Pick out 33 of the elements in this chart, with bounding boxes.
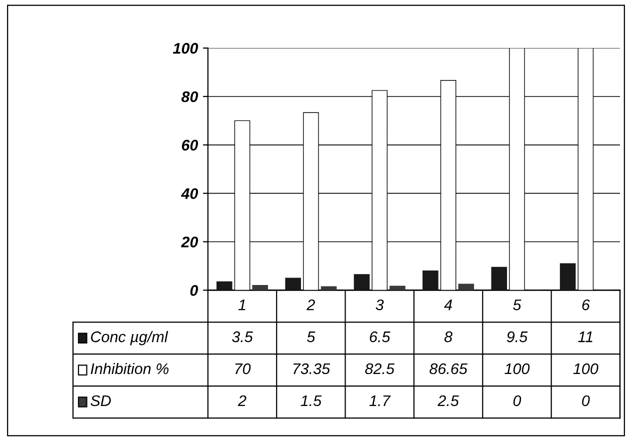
data-label: 73.35 bbox=[293, 363, 330, 374]
data-label: 11 bbox=[578, 332, 592, 342]
x-tick-label: 2 bbox=[306, 299, 315, 310]
data-label: 70 bbox=[235, 363, 251, 374]
data-label: 100 bbox=[504, 363, 530, 374]
data-label: 100 bbox=[573, 363, 598, 374]
y-tick-label: 0 bbox=[190, 285, 198, 296]
data-label: 6.5 bbox=[370, 331, 390, 342]
x-tick-label: 1 bbox=[238, 300, 246, 310]
x-tick-label: 6 bbox=[582, 299, 590, 310]
data-label: 1.5 bbox=[300, 395, 322, 406]
y-tick-label: 80 bbox=[181, 91, 198, 102]
x-tick-label: 4 bbox=[444, 300, 452, 310]
data-label: 82.5 bbox=[365, 363, 395, 374]
y-tick-label: 20 bbox=[180, 236, 198, 248]
legend-label: Conc µg/ml bbox=[91, 330, 168, 346]
data-label: 9.5 bbox=[506, 331, 528, 342]
data-label: 0 bbox=[513, 395, 522, 406]
data-label: 5 bbox=[307, 332, 316, 342]
data-label: 86.65 bbox=[430, 363, 468, 374]
data-label: 2.5 bbox=[438, 395, 459, 406]
y-tick-label: 60 bbox=[182, 140, 198, 151]
y-tick-label: 40 bbox=[180, 188, 198, 200]
data-label: 1.7 bbox=[369, 395, 391, 406]
x-tick-label: 3 bbox=[376, 299, 384, 310]
data-label: 0 bbox=[582, 395, 590, 406]
x-tick-label: 5 bbox=[513, 300, 522, 310]
data-label: 3.5 bbox=[232, 331, 253, 342]
data-label: 8 bbox=[444, 331, 452, 342]
data-label: 2 bbox=[238, 395, 246, 406]
legend-label: Inhibition % bbox=[90, 362, 168, 374]
y-tick-label: 100 bbox=[172, 42, 198, 54]
legend-label: SD bbox=[90, 395, 111, 406]
